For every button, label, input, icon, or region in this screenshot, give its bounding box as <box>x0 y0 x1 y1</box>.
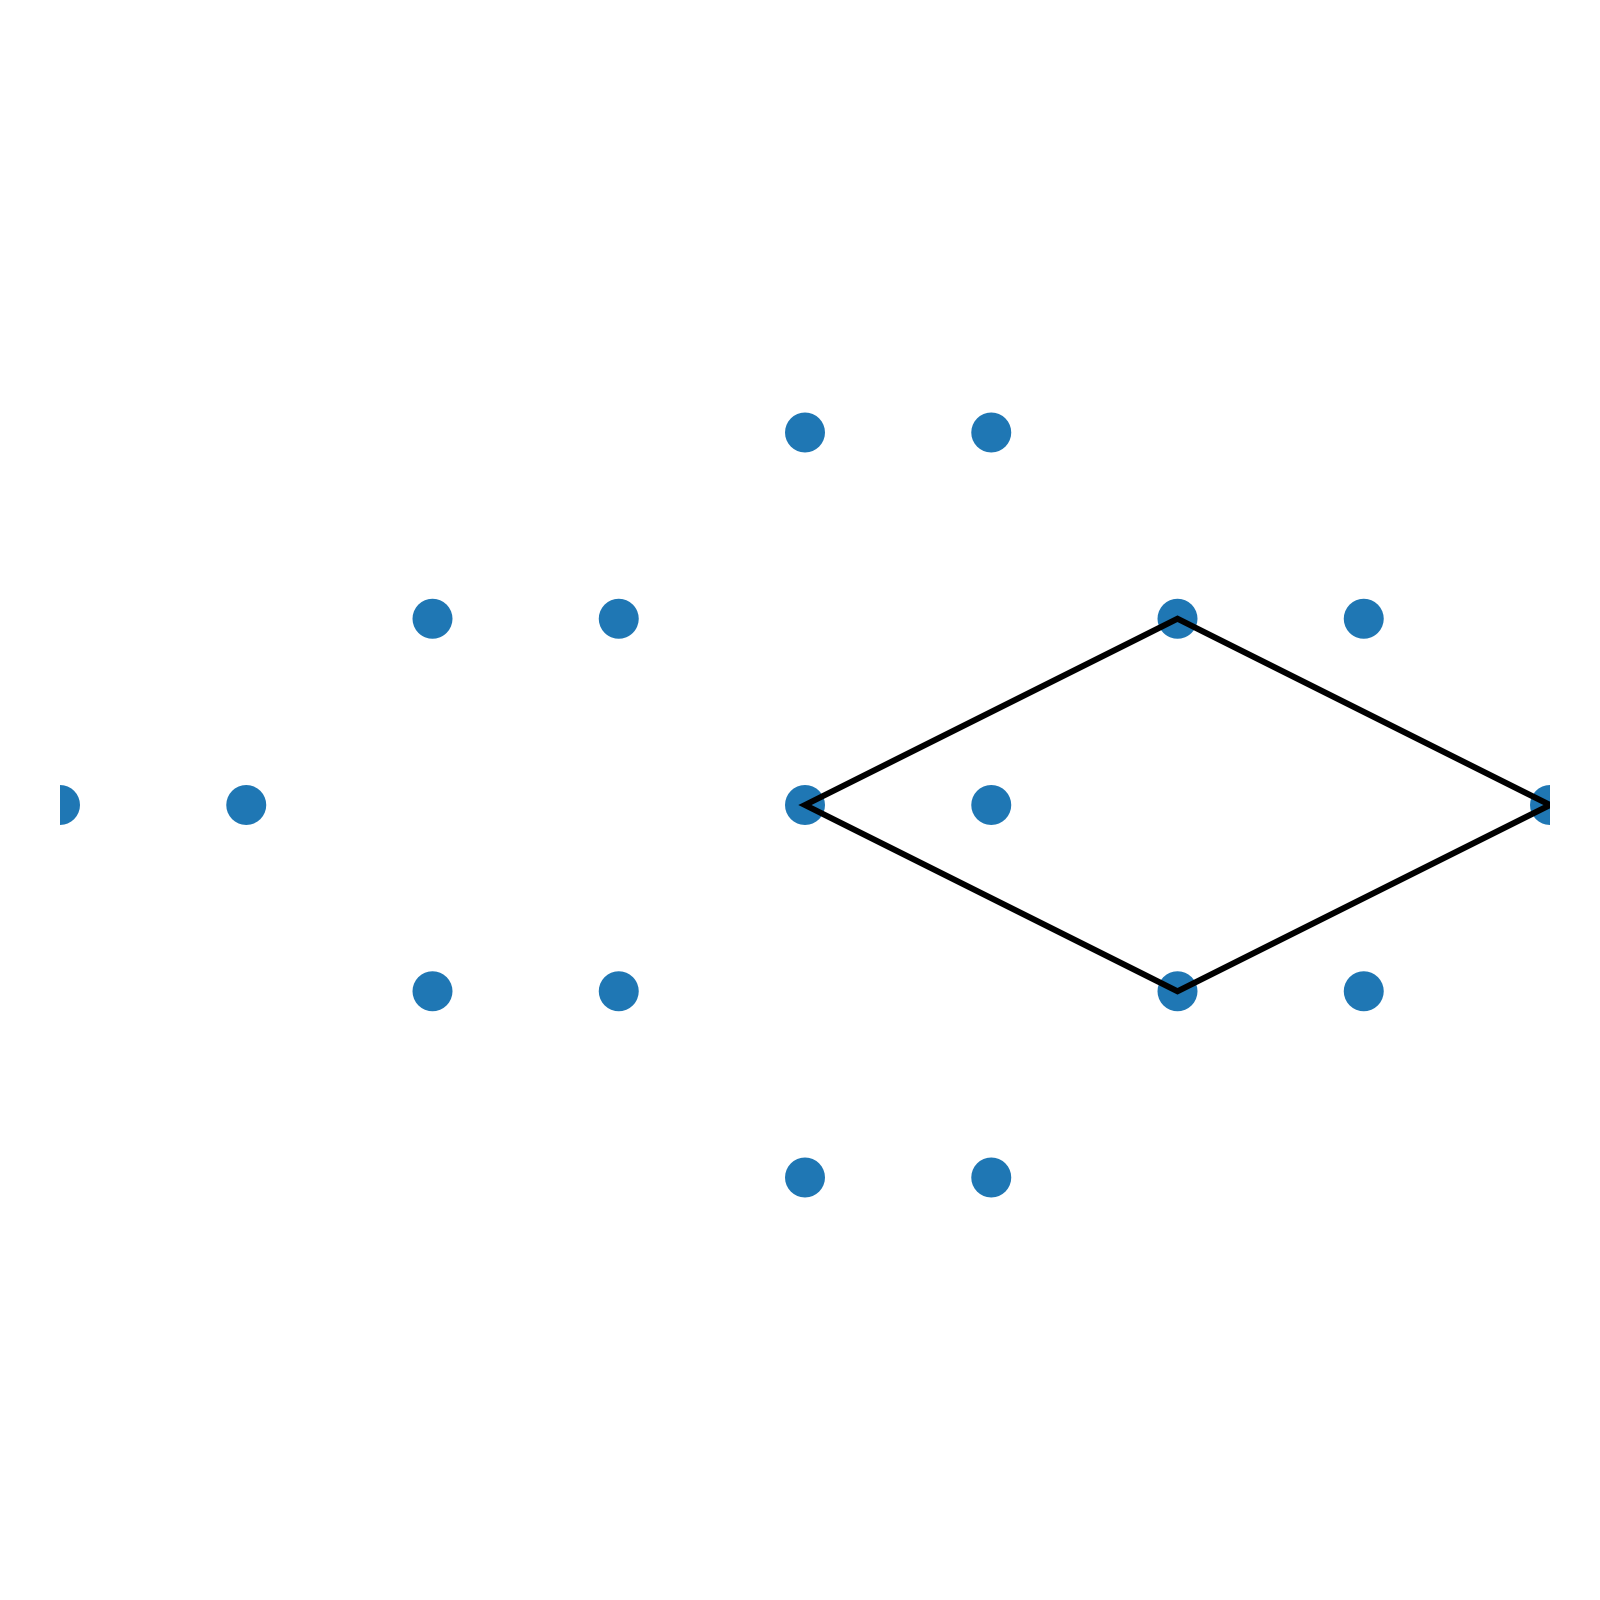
scatter-point <box>971 1157 1012 1198</box>
scatter-point <box>1343 971 1384 1012</box>
scatter-point <box>971 412 1012 453</box>
scatter-point <box>785 1157 825 1198</box>
plot-area <box>60 412 1550 1198</box>
scatter-point <box>598 598 639 639</box>
scatter-point <box>1343 598 1384 639</box>
rhombus-cell-outline <box>798 615 1550 995</box>
scatter-point <box>412 598 453 639</box>
scatter-point <box>971 785 1012 825</box>
scatter-point <box>226 785 267 825</box>
scatter-point <box>598 971 639 1012</box>
scatter-point <box>412 971 453 1012</box>
scatter-point <box>60 785 80 825</box>
scatter-point <box>785 412 825 453</box>
